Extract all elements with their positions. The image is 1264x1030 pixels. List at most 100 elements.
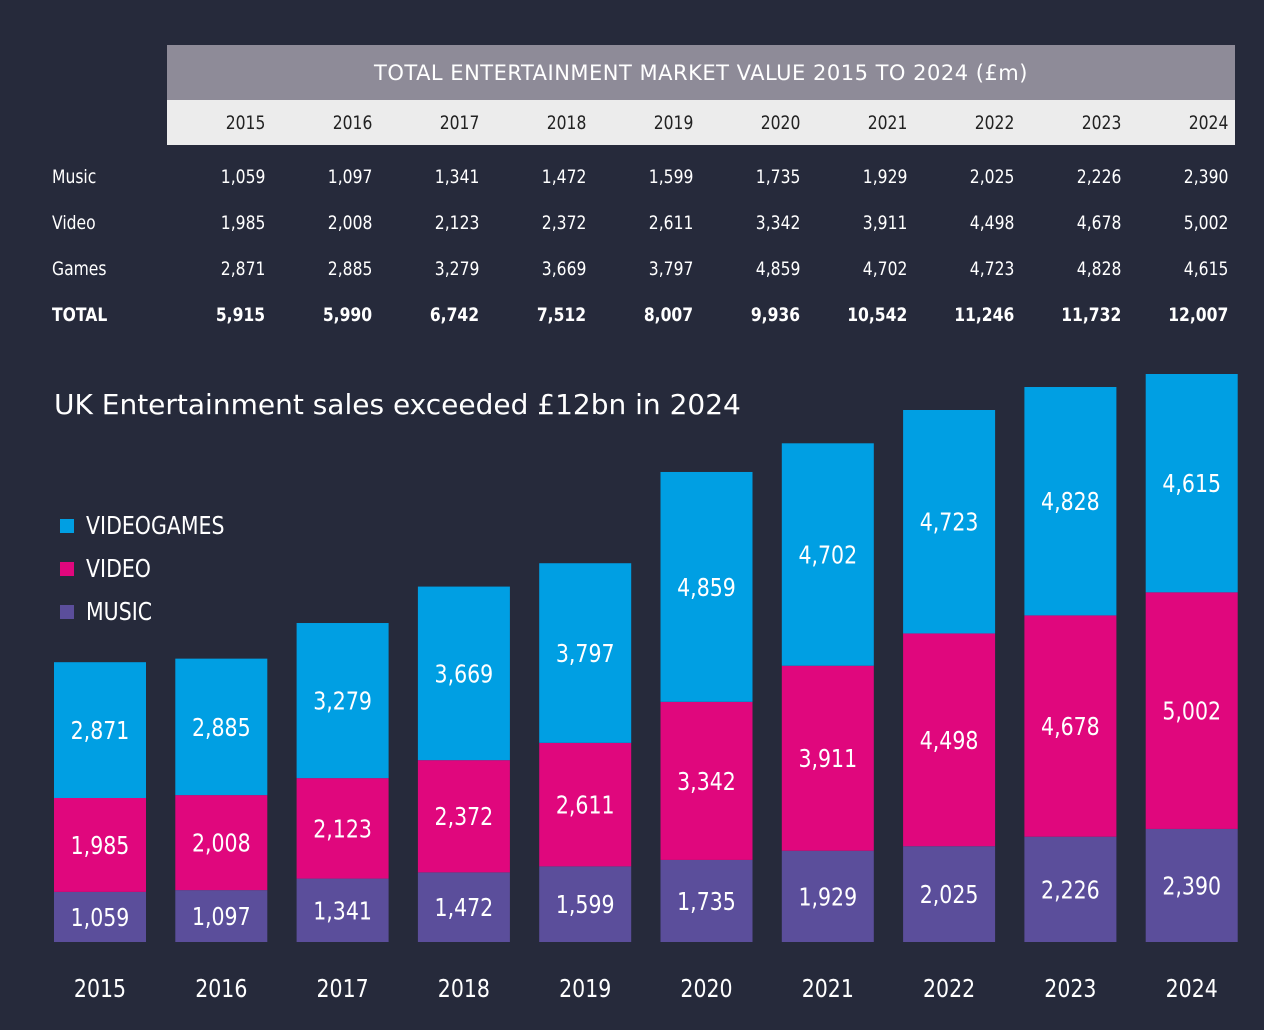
table-cell: 8,007	[643, 304, 693, 326]
table-cell: 2,372	[541, 212, 586, 234]
x-axis-tick-label: 2023	[1044, 975, 1096, 1003]
table-year-row: 2015 2016 2017 2018 2019 2020 2021 2022 2023 2024	[167, 100, 1235, 145]
bar-segment-music-2021	[781, 850, 874, 942]
bar-segment-videogames-2023	[1024, 387, 1117, 616]
bar-segment-music-2024	[1145, 828, 1238, 942]
bar-segment-videogames-2019	[539, 563, 632, 743]
data-label: 2,372	[435, 803, 494, 831]
bar-segment-video-2024	[1145, 592, 1238, 829]
table-cell: 3,669	[541, 258, 586, 280]
table-header: TOTAL ENTERTAINMENT MARKET VALUE 2015 TO…	[167, 45, 1235, 100]
row-label: TOTAL	[52, 304, 108, 326]
x-axis-tick-label: 2016	[195, 975, 247, 1003]
data-label: 3,797	[556, 640, 615, 668]
table-year-header: 2019	[653, 112, 693, 134]
legend-swatch	[60, 605, 74, 619]
x-axis-tick-label: 2022	[923, 975, 975, 1003]
data-label: 4,702	[798, 542, 857, 570]
bar-segment-videogames-2016	[175, 658, 268, 796]
data-label: 5,002	[1162, 698, 1221, 726]
data-label: 2,390	[1162, 873, 1221, 901]
data-label: 1,735	[677, 888, 736, 916]
legend-swatch	[60, 562, 74, 576]
bar-segment-music-2016	[175, 890, 268, 942]
bar-segment-videogames-2022	[903, 409, 996, 634]
bar-segment-music-2015	[54, 891, 146, 942]
data-label: 2,226	[1041, 876, 1100, 904]
bar-segment-videogames-2021	[781, 443, 874, 666]
table-cell: 1,097	[327, 166, 372, 188]
data-label: 3,911	[798, 745, 857, 773]
x-axis-tick-label: 2024	[1166, 975, 1218, 1003]
table-cell: 12,007	[1167, 304, 1228, 326]
bar-segment-videogames-2020	[660, 471, 753, 702]
table-cell: 1,472	[541, 166, 586, 188]
data-label: 4,723	[920, 509, 979, 537]
bar-segment-video-2015	[54, 798, 146, 892]
data-label: 2,611	[556, 792, 615, 820]
data-label: 3,279	[313, 688, 372, 716]
bar-segment-video-2018	[417, 760, 510, 873]
table-cell: 4,828	[1076, 258, 1121, 280]
bar-segment-video-2021	[781, 665, 874, 851]
bar-segment-music-2020	[660, 859, 753, 942]
table-cell: 5,002	[1183, 212, 1228, 234]
table-cell: 4,678	[1076, 212, 1121, 234]
table-year-header: 2021	[867, 112, 907, 134]
legend-label: VIDEO	[86, 554, 151, 583]
x-axis-tick-label: 2019	[559, 975, 611, 1003]
table-cell: 2,008	[327, 212, 372, 234]
table-cell: 3,279	[434, 258, 479, 280]
data-label: 1,341	[313, 897, 372, 925]
table-row: Video 1,985 2,008 2,123 2,372 2,611 3,342 3,911…	[0, 208, 1264, 238]
bar-segment-video-2016	[175, 795, 268, 891]
data-label: 1,599	[556, 891, 615, 919]
bar-segment-video-2023	[1024, 615, 1117, 837]
table-year-header: 2024	[1188, 112, 1228, 134]
table-cell: 3,797	[648, 258, 693, 280]
table-year-header: 2018	[546, 112, 586, 134]
bar-segment-music-2019	[539, 866, 632, 942]
table-cell: 2,123	[434, 212, 479, 234]
row-label: Video	[52, 212, 96, 234]
data-label: 2,123	[313, 815, 372, 843]
data-label: 4,859	[677, 574, 736, 602]
table-year-header: 2016	[332, 112, 372, 134]
table-cell: 1,599	[648, 166, 693, 188]
table-year-header: 2023	[1081, 112, 1121, 134]
legend-label: VIDEOGAMES	[86, 511, 225, 540]
table-cell: 4,702	[862, 258, 907, 280]
data-label: 4,615	[1162, 470, 1221, 498]
x-axis-tick-label: 2015	[74, 975, 126, 1003]
table-year-header: 2022	[974, 112, 1014, 134]
row-label: Games	[52, 258, 107, 280]
x-axis-tick-label: 2017	[317, 975, 369, 1003]
bar-segment-video-2022	[903, 633, 996, 847]
table-year-header: 2020	[760, 112, 800, 134]
table-cell: 2,885	[327, 258, 372, 280]
table-cell: 2,390	[1183, 166, 1228, 188]
bar-segment-videogames-2018	[417, 586, 510, 761]
bar-segment-videogames-2024	[1145, 374, 1238, 593]
data-label: 4,828	[1041, 488, 1100, 516]
data-label: 1,472	[435, 894, 494, 922]
x-axis-tick-label: 2020	[680, 975, 732, 1003]
table-cell: 1,985	[220, 212, 265, 234]
table-title: TOTAL ENTERTAINMENT MARKET VALUE 2015 TO…	[374, 60, 1028, 85]
data-label: 1,097	[192, 903, 251, 931]
table-cell: 3,911	[862, 212, 907, 234]
table-row: Games 2,871 2,885 3,279 3,669 3,797 4,859 4,702…	[0, 254, 1264, 284]
bar-segment-videogames-2017	[296, 623, 389, 779]
bar-segment-music-2018	[417, 872, 510, 942]
table-cell: 11,732	[1060, 304, 1121, 326]
bar-segment-video-2020	[660, 701, 753, 860]
table-cell: 5,915	[215, 304, 265, 326]
table-cell: 4,498	[969, 212, 1014, 234]
table-cell: 5,990	[322, 304, 372, 326]
table-cell: 2,226	[1076, 166, 1121, 188]
table-cell: 3,342	[755, 212, 800, 234]
bar-segment-videogames-2015	[54, 662, 146, 799]
table-cell: 4,859	[755, 258, 800, 280]
bar-segment-video-2019	[539, 742, 632, 867]
